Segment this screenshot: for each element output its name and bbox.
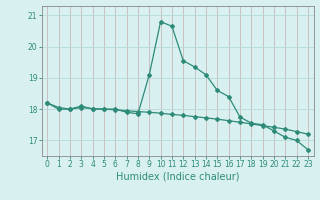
X-axis label: Humidex (Indice chaleur): Humidex (Indice chaleur)	[116, 172, 239, 182]
